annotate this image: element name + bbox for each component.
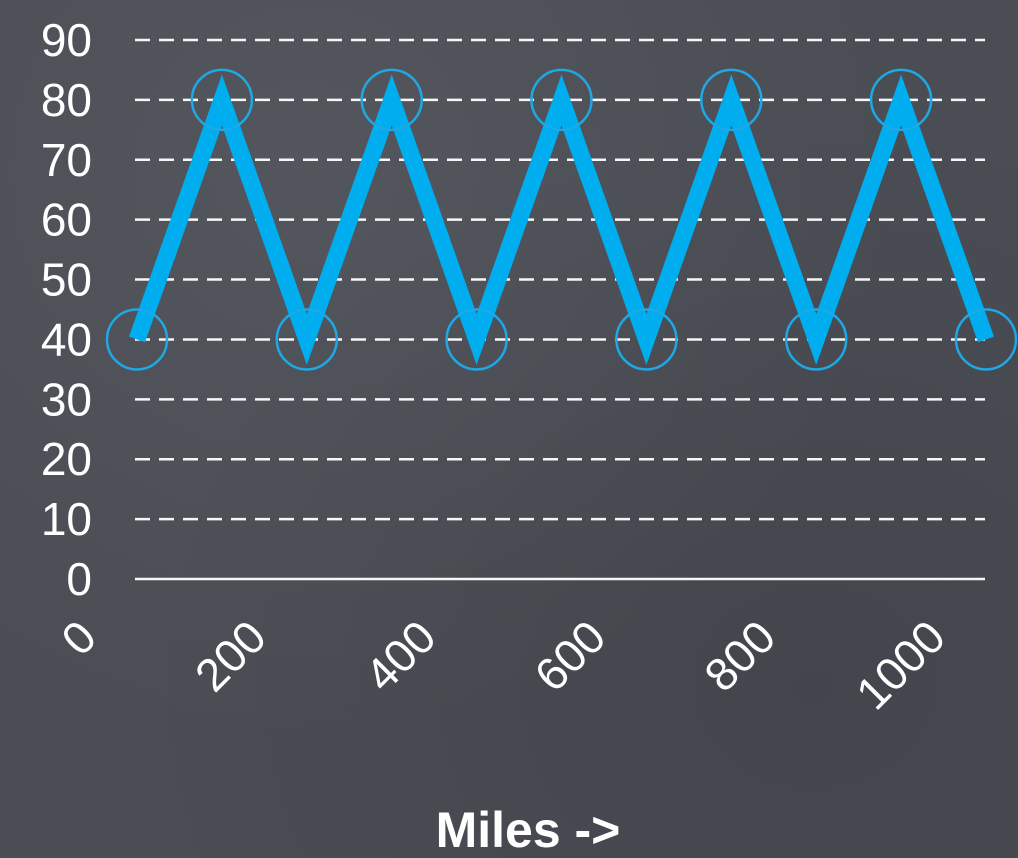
y-tick-label-20: 20 bbox=[41, 433, 92, 485]
data-point-marker bbox=[360, 68, 423, 132]
y-axis-ticks: 0 10 20 30 40 50 60 70 80 90 bbox=[41, 14, 92, 605]
y-tick-label-80: 80 bbox=[41, 74, 92, 126]
x-axis-ticks: 0 200 400 600 800 1000 bbox=[51, 610, 955, 719]
data-point-marker bbox=[954, 308, 1018, 371]
series-line-0 bbox=[128, 74, 995, 365]
y-tick-label-50: 50 bbox=[41, 254, 92, 306]
series-line bbox=[128, 74, 995, 365]
y-tick-label-0: 0 bbox=[66, 553, 92, 605]
x-tick-label-600: 600 bbox=[524, 610, 615, 701]
y-tick-label-70: 70 bbox=[41, 134, 92, 186]
data-point-marker bbox=[105, 308, 169, 371]
y-tick-label-40: 40 bbox=[41, 313, 92, 365]
x-tick-label-0: 0 bbox=[51, 610, 106, 665]
x-tick-label-200: 200 bbox=[185, 610, 276, 701]
x-tick-label-800: 800 bbox=[694, 610, 785, 701]
data-point-marker bbox=[445, 308, 508, 371]
y-tick-label-30: 30 bbox=[41, 373, 92, 425]
data-markers bbox=[105, 68, 1018, 371]
data-point-marker bbox=[190, 68, 254, 132]
y-tick-label-10: 10 bbox=[41, 493, 92, 545]
data-point-marker bbox=[700, 68, 763, 132]
data-point-marker bbox=[869, 68, 933, 132]
data-point-marker bbox=[530, 68, 593, 132]
data-point-marker bbox=[784, 308, 848, 371]
data-point-marker bbox=[275, 308, 339, 371]
y-tick-label-60: 60 bbox=[41, 194, 92, 246]
x-tick-label-1000: 1000 bbox=[846, 610, 955, 719]
data-point-marker bbox=[615, 308, 678, 371]
x-axis-title: Miles -> bbox=[436, 802, 621, 858]
y-tick-label-90: 90 bbox=[41, 14, 92, 66]
x-tick-label-400: 400 bbox=[355, 610, 446, 701]
